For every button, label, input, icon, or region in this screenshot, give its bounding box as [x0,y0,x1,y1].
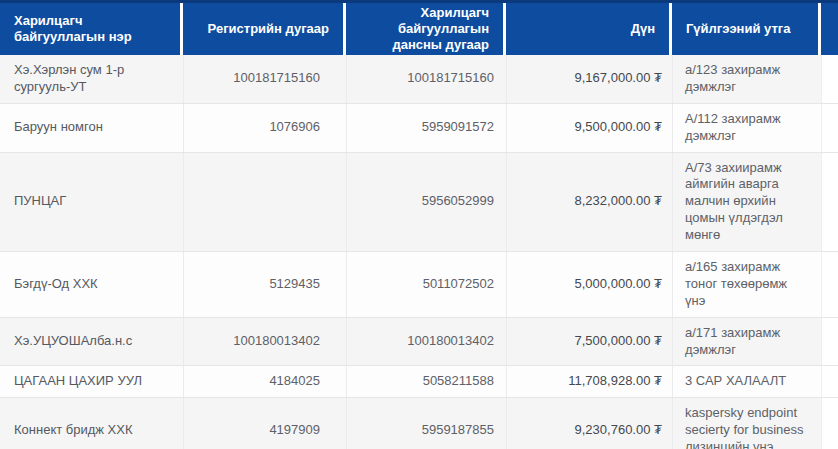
table-body: Хэ.Хэрлэн сум 1-р сургууль-УТ 1001817151… [0,55,838,449]
table-row: Коннект бридж ХХК 4197909 5959187855 9,2… [0,398,838,449]
cell-partner-name: Хэ.Хэрлэн сум 1-р сургууль-УТ [0,55,183,103]
cell-amount: 7,500,000.00 ₮ [506,318,672,366]
table-row: Хэ.Хэрлэн сум 1-р сургууль-УТ 1001817151… [0,55,838,104]
cell-amount: 9,230,760.00 ₮ [506,398,672,449]
cell-partner-name: ПУНЦАГ [0,153,183,251]
cell-partner-name: Хэ.УЦУОШАлба.н.с [0,318,183,366]
cell-partner-name: Коннект бридж ХХК [0,398,183,449]
cell-description: а/171 захирамж дэмжлэг [672,318,821,366]
column-header-description: Гүйлгээний утга [672,3,818,55]
cell-account-number: 5058211588 [346,366,506,397]
cell-description: 3 САР ХАЛААЛТ [672,366,821,397]
cell-partner-name: ЦАГААН ЦАХИР УУЛ [0,366,183,397]
column-header-register-number: Регистрийн дугаар [183,3,343,55]
table-row: ЦАГААН ЦАХИР УУЛ 4184025 5058211588 11,7… [0,366,838,398]
cell-account-number: 5956052999 [346,153,506,251]
column-header-amount: Дүн [506,3,669,55]
cell-stub [821,398,838,449]
table-row: Бэгдү-Од ХХК 5129435 5011072502 5,000,00… [0,252,838,318]
cell-stub [821,366,838,397]
cell-register-number: 1076906 [183,104,346,152]
cell-stub [821,153,838,251]
transactions-table: Харилцагч байгууллагын нэр Регистрийн ду… [0,0,838,449]
cell-register-number: 100181715160 [183,55,346,103]
cell-stub [821,55,838,103]
cell-account-number: 5011072502 [346,252,506,317]
cell-register-number: 5129435 [183,252,346,317]
cell-register-number: 4197909 [183,398,346,449]
cell-stub [821,104,838,152]
column-header-partner-name: Харилцагч байгууллагын нэр [0,3,180,55]
cell-register-number [183,153,346,251]
cell-amount: 11,708,928.00 ₮ [506,366,672,397]
column-header-stub [821,3,838,55]
cell-stub [821,252,838,317]
table-row: Хэ.УЦУОШАлба.н.с 100180013402 1001800134… [0,318,838,367]
cell-partner-name: Баруун номгон [0,104,183,152]
column-header-account-number: Харилцагч байгууллагын дансны дугаар [346,3,503,55]
cell-description: А/112 захирамж дэмжлэг [672,104,821,152]
table-row: ПУНЦАГ 5956052999 8,232,000.00 ₮ А/73 за… [0,153,838,252]
cell-amount: 9,167,000.00 ₮ [506,55,672,103]
cell-partner-name: Бэгдү-Од ХХК [0,252,183,317]
cell-account-number: 100181715160 [346,55,506,103]
cell-stub [821,318,838,366]
cell-register-number: 100180013402 [183,318,346,366]
cell-account-number: 5959187855 [346,398,506,449]
cell-amount: 5,000,000.00 ₮ [506,252,672,317]
cell-description: а/165 захирамж тоног төхөөрөмж үнэ [672,252,821,317]
table-header-row: Харилцагч байгууллагын нэр Регистрийн ду… [0,0,838,55]
cell-description: а/123 захирамж дэмжлэг [672,55,821,103]
table-row: Баруун номгон 1076906 5959091572 9,500,0… [0,104,838,153]
cell-amount: 8,232,000.00 ₮ [506,153,672,251]
cell-register-number: 4184025 [183,366,346,397]
cell-account-number: 100180013402 [346,318,506,366]
cell-description: kaspersky endpoint secierty for business… [672,398,821,449]
cell-description: А/73 захиирамж аймгийн аварга малчин өрх… [672,153,821,251]
cell-account-number: 5959091572 [346,104,506,152]
cell-amount: 9,500,000.00 ₮ [506,104,672,152]
